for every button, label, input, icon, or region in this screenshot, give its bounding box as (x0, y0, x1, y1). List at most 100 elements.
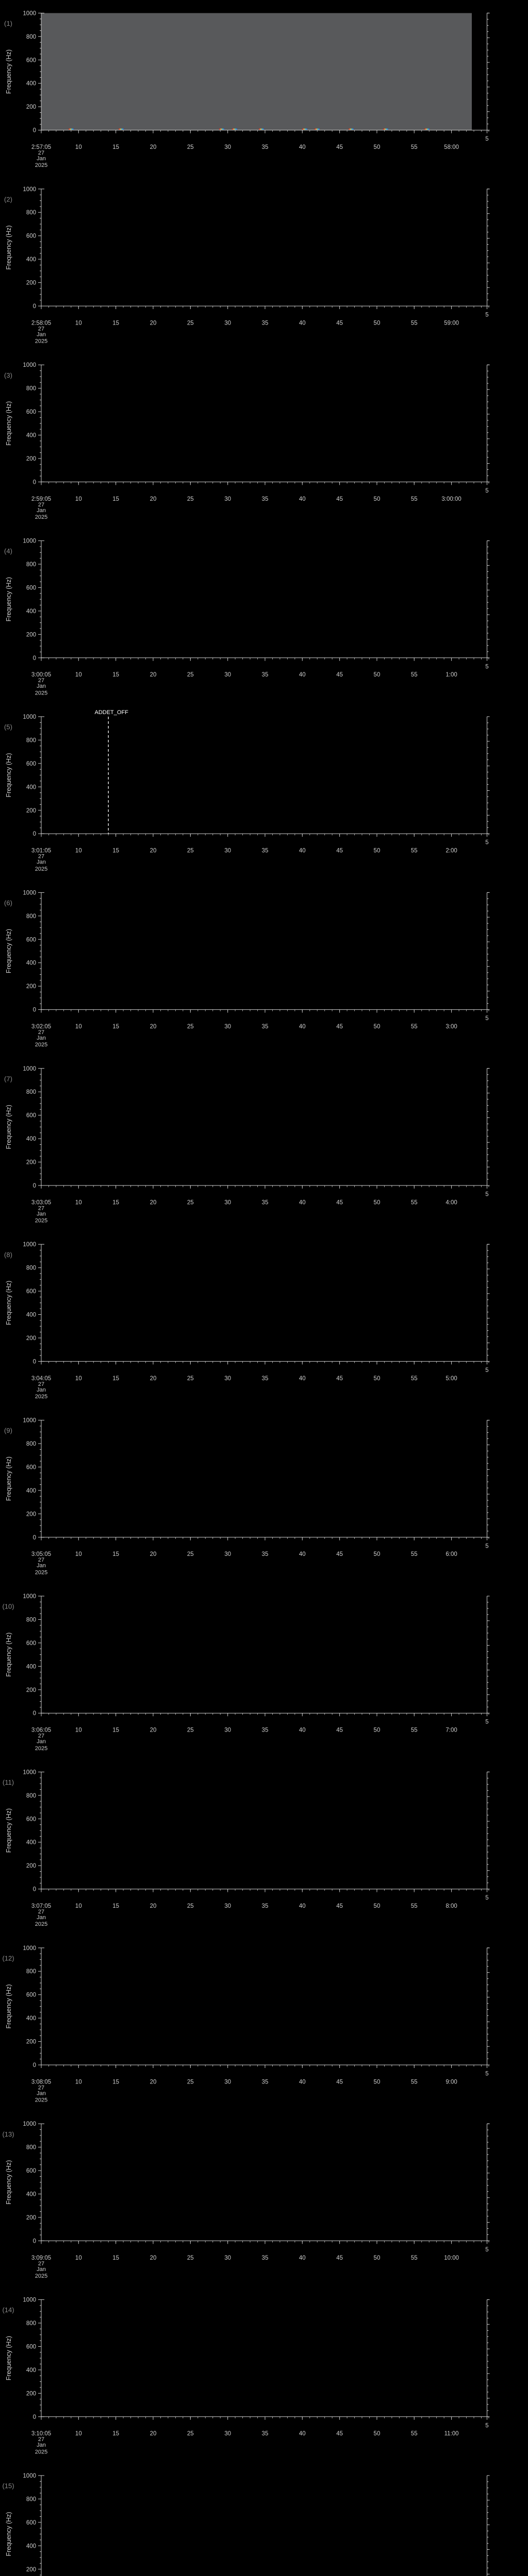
svg-text:6:00: 6:00 (446, 1551, 457, 1557)
svg-text:Jan: Jan (37, 1035, 46, 1041)
svg-text:30: 30 (224, 1551, 231, 1557)
svg-text:1000: 1000 (23, 1066, 36, 1072)
svg-text:35: 35 (262, 320, 269, 326)
svg-text:50: 50 (374, 2079, 381, 2085)
svg-text:Jan: Jan (37, 2442, 46, 2448)
svg-text:10: 10 (75, 1551, 82, 1557)
svg-text:Frequency (Hz): Frequency (Hz) (5, 1105, 12, 1149)
svg-text:10: 10 (75, 320, 82, 326)
svg-text:200: 200 (26, 2215, 36, 2221)
svg-text:10: 10 (75, 1024, 82, 1030)
svg-text:2025: 2025 (35, 1569, 47, 1575)
svg-text:25: 25 (187, 848, 194, 854)
svg-text:35: 35 (262, 144, 269, 150)
svg-text:2025: 2025 (35, 1042, 47, 1048)
svg-text:8:00: 8:00 (446, 1903, 457, 1909)
svg-text:0: 0 (33, 2062, 36, 2069)
svg-text:2025: 2025 (35, 1218, 47, 1224)
svg-text:40: 40 (299, 848, 306, 854)
svg-text:0: 0 (33, 831, 36, 837)
svg-text:400: 400 (26, 433, 36, 439)
svg-text:0: 0 (33, 1183, 36, 1189)
svg-text:30: 30 (224, 2255, 231, 2261)
svg-text:30: 30 (224, 2431, 231, 2437)
svg-text:800: 800 (26, 210, 36, 216)
svg-text:(11): (11) (3, 1778, 14, 1786)
svg-text:20: 20 (150, 1199, 157, 1206)
svg-text:55: 55 (411, 1376, 418, 1382)
svg-text:0: 0 (33, 1887, 36, 1893)
svg-text:15: 15 (112, 2431, 119, 2437)
svg-text:40: 40 (299, 2431, 306, 2437)
svg-text:25: 25 (187, 2255, 194, 2261)
svg-text:1000: 1000 (23, 890, 36, 896)
svg-text:5: 5 (485, 840, 488, 846)
svg-text:800: 800 (26, 1265, 36, 1272)
svg-text:5: 5 (485, 1895, 488, 1901)
svg-text:50: 50 (374, 1024, 381, 1030)
svg-text:2025: 2025 (35, 514, 47, 520)
svg-text:55: 55 (411, 144, 418, 150)
svg-text:40: 40 (299, 1376, 306, 1382)
svg-text:Frequency (Hz): Frequency (Hz) (5, 2336, 12, 2380)
svg-text:0: 0 (33, 128, 36, 134)
svg-text:25: 25 (187, 320, 194, 326)
svg-text:50: 50 (374, 672, 381, 678)
svg-text:0: 0 (33, 1007, 36, 1013)
svg-text:40: 40 (299, 496, 306, 502)
svg-text:1000: 1000 (23, 538, 36, 545)
svg-text:10: 10 (75, 1376, 82, 1382)
svg-text:0: 0 (33, 2238, 36, 2244)
svg-text:200: 200 (26, 2567, 36, 2573)
svg-text:200: 200 (26, 808, 36, 814)
svg-text:2025: 2025 (35, 1394, 47, 1400)
svg-text:200: 200 (26, 1160, 36, 1166)
svg-text:45: 45 (336, 2431, 343, 2437)
svg-text:Frequency (Hz): Frequency (Hz) (5, 225, 12, 269)
svg-text:200: 200 (26, 456, 36, 462)
svg-text:600: 600 (26, 1640, 36, 1647)
svg-text:2025: 2025 (35, 162, 47, 168)
svg-text:2025: 2025 (35, 690, 47, 696)
svg-text:40: 40 (299, 1024, 306, 1030)
svg-text:0: 0 (33, 2414, 36, 2420)
svg-text:25: 25 (187, 1903, 194, 1909)
svg-text:2025: 2025 (35, 2449, 47, 2455)
svg-text:30: 30 (224, 848, 231, 854)
svg-text:45: 45 (336, 848, 343, 854)
svg-text:25: 25 (187, 1376, 194, 1382)
svg-text:1000: 1000 (23, 362, 36, 368)
svg-text:800: 800 (26, 913, 36, 920)
svg-text:5: 5 (485, 2247, 488, 2253)
svg-text:30: 30 (224, 1199, 231, 1206)
svg-text:2025: 2025 (35, 2273, 47, 2279)
svg-text:10: 10 (75, 1903, 82, 1909)
svg-text:55: 55 (411, 1024, 418, 1030)
svg-text:800: 800 (26, 386, 36, 392)
svg-text:200: 200 (26, 632, 36, 638)
svg-text:45: 45 (336, 2255, 343, 2261)
svg-text:15: 15 (112, 2079, 119, 2085)
svg-text:10: 10 (75, 2255, 82, 2261)
svg-text:400: 400 (26, 1488, 36, 1494)
svg-text:20: 20 (150, 1727, 157, 1734)
svg-text:20: 20 (150, 1903, 157, 1909)
svg-text:0: 0 (33, 1535, 36, 1541)
svg-text:35: 35 (262, 2431, 269, 2437)
svg-text:40: 40 (299, 144, 306, 150)
svg-text:15: 15 (112, 1727, 119, 1734)
svg-text:25: 25 (187, 1024, 194, 1030)
svg-text:(12): (12) (2, 1954, 14, 1962)
svg-text:5:00: 5:00 (446, 1376, 457, 1382)
svg-text:400: 400 (26, 81, 36, 87)
svg-text:35: 35 (262, 2255, 269, 2261)
svg-text:1000: 1000 (23, 1769, 36, 1775)
svg-text:30: 30 (224, 320, 231, 326)
svg-text:40: 40 (299, 2255, 306, 2261)
svg-text:600: 600 (26, 2520, 36, 2526)
svg-text:Frequency (Hz): Frequency (Hz) (5, 2512, 12, 2556)
svg-text:25: 25 (187, 2431, 194, 2437)
svg-text:50: 50 (374, 1376, 381, 1382)
svg-text:50: 50 (374, 1199, 381, 1206)
svg-text:25: 25 (187, 144, 194, 150)
